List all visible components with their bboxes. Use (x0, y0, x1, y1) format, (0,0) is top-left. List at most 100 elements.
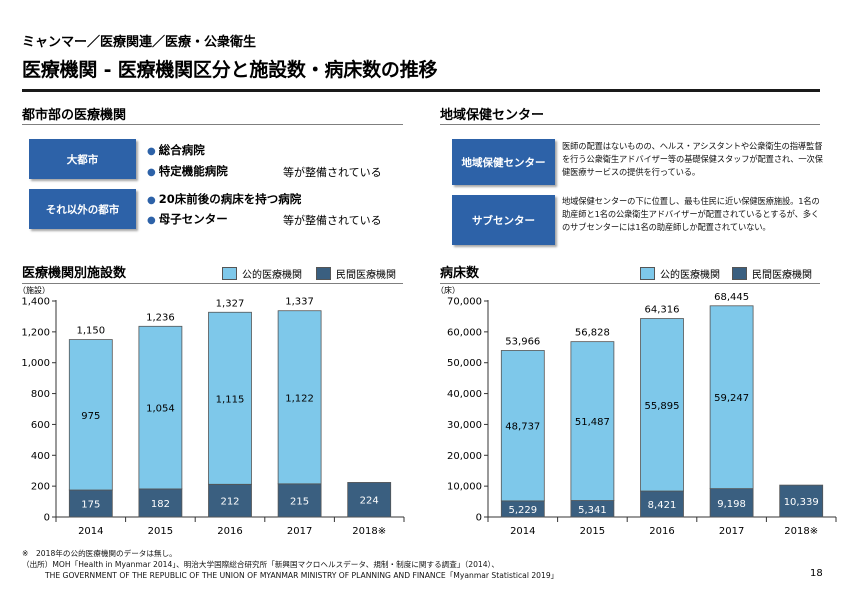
bullet-icon: ● (147, 167, 156, 178)
chart1-x-tick-label: 2016 (217, 526, 242, 537)
chart2-label-private: 9,198 (717, 499, 746, 510)
chart1-label-public: 1,054 (146, 404, 175, 415)
chart2-x-tick-label: 2014 (510, 526, 535, 537)
chart1-label-private: 224 (360, 496, 379, 507)
chart1-y-tick-label: 0 (44, 513, 50, 524)
chart1-label-public: 1,115 (216, 394, 245, 405)
chart1-label-private: 175 (81, 500, 100, 511)
source-line-1: （出所）MOH「Health in Myanmar 2014」、明治大学国際総合… (22, 560, 499, 569)
chart2-x-tick-label: 2018※ (784, 526, 818, 537)
chart1-label-private: 212 (220, 497, 239, 508)
chart2-x-tick-label: 2017 (719, 526, 744, 537)
chart2-y-tick-label: 30,000 (447, 420, 482, 431)
chart1-x-tick-label: 2017 (287, 526, 312, 537)
chart1-y-tick-label: 200 (31, 482, 50, 493)
chart2-y-tick-label: 10,000 (447, 482, 482, 493)
chart1-y-tick-label: 1,000 (21, 358, 50, 369)
chart1-bar-public (208, 311, 252, 485)
chart1-y-tick-label: 600 (31, 420, 50, 431)
legend-swatch-private (732, 267, 747, 280)
breadcrumb: ミャンマー／医療関連／医療・公衆衛生 (22, 35, 257, 50)
chart2-bar-public (500, 350, 545, 502)
chart2-bar-public (709, 305, 754, 490)
chart1-y-tick-label: 800 (31, 389, 50, 400)
chart2-y-tick-label: 40,000 (447, 389, 482, 400)
chart2-unit: （床） (436, 286, 460, 295)
chart1-title: 医療機関別施設数 (22, 266, 127, 281)
chart2-label-total: 64,316 (645, 305, 680, 316)
chart2-y-tick-label: 0 (476, 513, 482, 524)
chart1-unit: （施設） (18, 286, 50, 295)
chart1-label-private: 215 (290, 496, 309, 507)
chart1-y-tick-label: 1,400 (21, 297, 50, 308)
chart2-label-public: 48,737 (505, 422, 540, 433)
chart1-label-private: 182 (151, 499, 170, 510)
header-rule (22, 89, 820, 92)
chart1-label-total: 1,236 (146, 312, 175, 323)
urban-row-2-item-1: ● 20床前後の病床を持つ病院 (147, 192, 302, 206)
source-line-2: THE GOVERNMENT OF THE REPUBLIC OF THE UN… (45, 571, 559, 580)
facilities-chart: 0 200 400 600 800 1,000 1,200 1,400 175 975 1,150 2… (21, 297, 405, 537)
chart2-y-tick-label: 20,000 (447, 451, 482, 462)
chart1-bar-public (277, 310, 322, 485)
chart2-label-public: 55,895 (645, 401, 680, 412)
urban-row-2-label: それ以外の都市 (29, 189, 136, 229)
page-number: 18 (810, 568, 823, 579)
chart2-bar-private (640, 490, 684, 518)
chart2-rule (440, 283, 820, 284)
regional-row-2-text: 地域保健センターの下に位置し、最も住民に近い保健医療施設。1名の助産師と1名の公… (562, 196, 820, 233)
urban-row-1-item-1: ● 総合病院 (147, 143, 205, 157)
chart1-label-public: 975 (81, 411, 100, 422)
chart2-x-tick-label: 2016 (649, 526, 674, 537)
chart2-y-tick-label: 50,000 (447, 358, 482, 369)
chart2-x-tick-label: 2015 (580, 526, 605, 537)
urban-section-rule (22, 124, 403, 125)
chart2-label-private: 5,229 (508, 505, 537, 516)
bullet-icon: ● (147, 195, 156, 206)
beds-chart: 0 10,000 20,000 30,000 40,000 50,000 60,000 70,… (447, 292, 837, 537)
chart2-label-public: 51,487 (575, 417, 610, 428)
chart2-label-private: 5,341 (578, 505, 607, 516)
chart1-label-public: 1,122 (285, 393, 314, 404)
regional-section-rule (440, 124, 820, 125)
regional-section-title: 地域保健センター (440, 108, 545, 123)
legend-swatch-public (222, 267, 237, 280)
chart2-y-tick-label: 60,000 (447, 327, 482, 338)
chart2-label-public: 59,247 (714, 393, 749, 404)
legend-swatch-private (316, 267, 331, 280)
chart2-title: 病床数 (440, 266, 480, 281)
chart2-legend-public: 公的医療機関 (640, 266, 720, 281)
bullet-icon: ● (147, 146, 156, 157)
chart2-label-total: 68,445 (714, 292, 749, 303)
chart1-bar-private (347, 482, 392, 518)
chart1-legend-public: 公的医療機関 (222, 266, 302, 281)
chart2-label-total: 56,828 (575, 328, 610, 339)
chart2-bar-public (570, 341, 615, 501)
chart1-x-tick-label: 2015 (148, 526, 173, 537)
regional-row-1-text: 医師の配置はないものの、ヘルス・アシスタントや公衆衛生の指導監督を行う公衆衛生ア… (562, 141, 823, 178)
chart2-label-total: 53,966 (505, 336, 540, 347)
chart2-bar-private (779, 484, 824, 518)
chart2-bar-private (709, 488, 754, 518)
urban-row-2-item-2: ● 母子センター (147, 212, 228, 226)
bullet-icon: ● (147, 215, 156, 226)
chart2-legend-private: 民間医療機関 (732, 266, 812, 281)
urban-row-2-suffix: 等が整備されている (283, 214, 382, 227)
urban-section-title: 都市部の医療機関 (22, 108, 127, 123)
chart1-x-tick-label: 2014 (78, 526, 103, 537)
chart1-rule (22, 283, 403, 284)
chart1-bar-private (277, 483, 322, 518)
chart1-bar-public (138, 325, 183, 490)
chart1-y-tick-label: 1,200 (21, 327, 50, 338)
chart1-label-total: 1,327 (216, 298, 245, 309)
chart1-label-total: 1,150 (76, 326, 105, 337)
urban-row-1-suffix: 等が整備されている (283, 166, 382, 179)
urban-row-1-item-2: ● 特定機能病院 (147, 164, 228, 178)
legend-swatch-public (640, 267, 655, 280)
regional-row-2-label: サブセンター (452, 195, 555, 245)
chart2-label-private: 8,421 (648, 500, 677, 511)
page-title: 医療機関 - 医療機関区分と施設数・病床数の推移 (22, 59, 438, 81)
chart1-bar-private (138, 488, 183, 518)
urban-row-1-label: 大都市 (29, 139, 136, 179)
chart1-legend-private: 民間医療機関 (316, 266, 396, 281)
